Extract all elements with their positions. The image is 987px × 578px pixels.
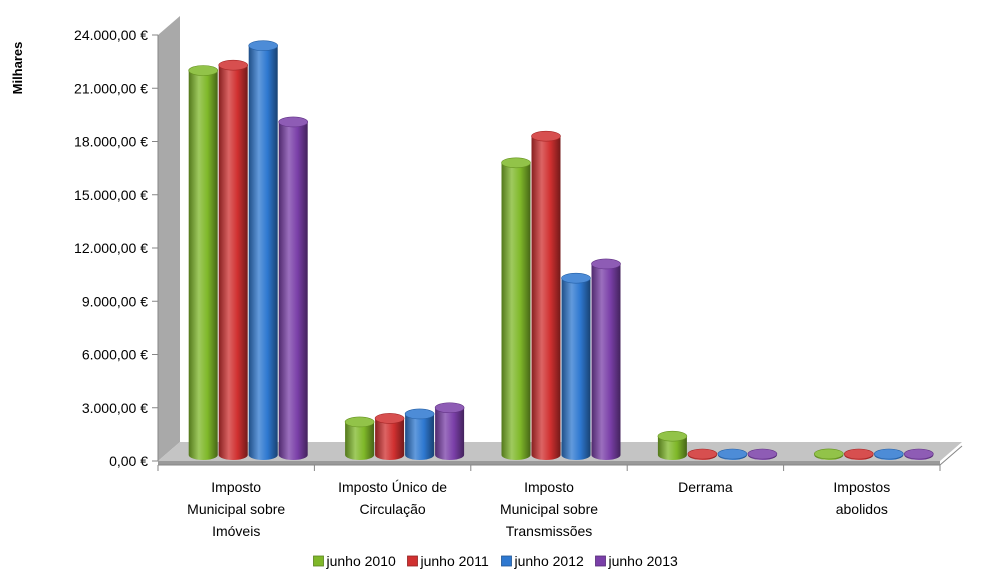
bar (561, 272, 591, 460)
bar-top (248, 40, 279, 51)
x-axis: Imposto Municipal sobre Imóveis Imposto Úni… (157, 445, 963, 539)
side-wall (158, 16, 180, 461)
x-category-label: Imóveis (212, 523, 260, 539)
legend-label: junho 2012 (514, 553, 585, 569)
bar (813, 448, 844, 460)
bar-top (434, 402, 465, 414)
bar (531, 130, 561, 461)
x-category-label: Municipal sobre (187, 501, 285, 517)
legend-swatch (501, 555, 512, 567)
bar (591, 258, 621, 460)
bar (501, 157, 531, 461)
bar-top (903, 448, 934, 460)
y-tick-label: 21.000,00 € (74, 80, 148, 96)
bar (657, 430, 688, 460)
bar-top (687, 448, 718, 460)
bar (374, 413, 405, 460)
bar-body (501, 162, 531, 461)
y-axis-title: Milhares (10, 42, 25, 95)
y-tick-label: 3.000,00 € (82, 400, 148, 416)
bar-top (657, 430, 688, 442)
bar-top (717, 448, 748, 460)
y-tick-label: 24.000,00 € (74, 27, 148, 43)
y-tick-label: 6.000,00 € (82, 347, 148, 363)
x-axis-depth-line (939, 445, 963, 466)
bars (188, 40, 934, 461)
bar-body (375, 418, 405, 460)
x-category-label: Circulação (360, 501, 426, 517)
bar (687, 448, 718, 460)
bar (218, 59, 248, 461)
bar-body (561, 278, 591, 460)
y-tick-label: 0,00 € (109, 453, 148, 469)
bar-body (591, 263, 621, 460)
bar-body (531, 136, 561, 461)
x-category-label: Imposto (524, 479, 574, 495)
x-category-label: Derrama (678, 479, 733, 495)
bar-body (188, 70, 218, 460)
x-category-label: Impostos (833, 479, 890, 495)
y-tick-label: 9.000,00 € (82, 293, 148, 309)
legend-item: junho 2010 (313, 553, 397, 569)
x-category-label: Imposto (211, 479, 261, 495)
bar-top (813, 448, 844, 460)
bar (843, 448, 874, 460)
x-category-label: Municipal sobre (500, 501, 598, 517)
x-category-label: Imposto Único de (338, 479, 447, 495)
x-category-label: abolidos (836, 501, 888, 517)
bar (747, 448, 778, 460)
bar-top (561, 272, 591, 284)
bar (344, 416, 375, 460)
bar-top (218, 59, 248, 71)
bar-body (218, 65, 248, 461)
bar (434, 402, 465, 460)
bar-body (657, 436, 687, 460)
bar (717, 448, 748, 460)
legend-item: junho 2013 (595, 553, 679, 569)
bar-top (374, 413, 405, 424)
bar-top (344, 416, 375, 428)
legend-label: junho 2010 (326, 553, 397, 569)
bar-top (188, 65, 218, 76)
legend-label: junho 2013 (608, 553, 679, 569)
bar-top (501, 157, 531, 169)
bar-top (843, 448, 874, 460)
y-tick-label: 18.000,00 € (74, 134, 148, 150)
bar (903, 448, 934, 460)
bar (404, 408, 435, 460)
bar (873, 448, 904, 460)
bar-top (591, 258, 621, 270)
bar-top (747, 448, 778, 460)
floor-edge (158, 461, 940, 465)
bar-body (405, 413, 435, 460)
bar (278, 116, 309, 460)
bar-body (435, 407, 465, 460)
bar-top (404, 408, 435, 420)
bar (248, 40, 279, 461)
bar-top (873, 448, 904, 460)
bar-body (278, 121, 308, 460)
legend-label: junho 2011 (420, 553, 489, 569)
y-tick-label: 12.000,00 € (74, 240, 148, 256)
legend-swatch (313, 555, 324, 567)
y-tick-label: 15.000,00 € (74, 187, 148, 203)
bar-body (345, 421, 375, 460)
legend: junho 2010 junho 2011 junho 2012 junho 2013 (313, 553, 679, 569)
bar-body (248, 45, 278, 461)
bar (188, 65, 218, 460)
legend-swatch (407, 555, 418, 567)
x-category-label: Transmissões (506, 523, 593, 539)
legend-swatch (595, 555, 606, 567)
bar-top (531, 130, 561, 142)
y-axis: 0,00 € 3.000,00 € 6.000,00 € 9.000,00 € 12.0… (74, 27, 159, 469)
legend-item: junho 2011 (407, 553, 489, 569)
legend-item: junho 2012 (501, 553, 585, 569)
bar-top (278, 116, 309, 128)
